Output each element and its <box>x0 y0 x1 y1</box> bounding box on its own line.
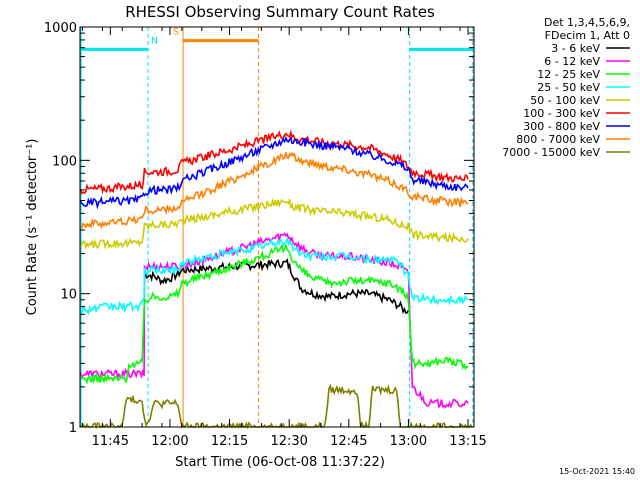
legend-label-7: 800 - 7000 keV <box>516 133 600 146</box>
series-line-7-segment-0 <box>80 151 469 230</box>
y-tick-label-2: 100 <box>52 154 77 169</box>
legend-label-4: 50 - 100 keV <box>530 94 600 107</box>
x-tick-label-0: 11:45 <box>92 434 129 449</box>
footer-date: 15-Oct-2021 15:40 <box>559 467 635 476</box>
x-tick-label-2: 12:15 <box>211 434 248 449</box>
axes: 11:45 12:00 12:15 12:30 12:45 13:00 13:15 1 10 10… <box>44 21 487 449</box>
flag-label-0: N <box>151 36 158 46</box>
legend-label-5: 100 - 300 keV <box>523 107 600 120</box>
legend-label-6: 300 - 800 keV <box>523 120 600 133</box>
y-tick-label-1: 10 <box>60 288 77 303</box>
series-line-0-segment-0 <box>143 258 410 315</box>
x-axis-label: Start Time (06-Oct-08 11:37:22) <box>175 455 385 470</box>
series-lines <box>79 129 473 430</box>
x-tick-label-5: 13:00 <box>390 434 427 449</box>
legend-label-0: 3 - 6 keV <box>551 42 600 55</box>
legend-header-line-1: Det 1,3,4,5,6,9, <box>544 16 630 29</box>
plot-frame <box>79 26 475 428</box>
legend-label-8: 7000 - 15000 keV <box>502 146 600 159</box>
y-tick-label-3: 1000 <box>44 21 77 36</box>
series-line-6-segment-0 <box>79 135 469 210</box>
series-line-4-segment-0 <box>79 197 469 250</box>
x-tick-label-6: 13:15 <box>449 434 486 449</box>
flag-label-2: S <box>173 28 179 38</box>
legend: Det 1,3,4,5,6,9, FDecim 1, Att 0 3 - 6 k… <box>502 16 630 159</box>
x-tick-label-4: 12:45 <box>330 434 367 449</box>
legend-label-1: 6 - 12 keV <box>544 55 600 68</box>
x-tick-label-1: 12:00 <box>151 434 188 449</box>
y-axis-label: Count Rate (s⁻¹ detector⁻¹) <box>25 139 40 316</box>
y-tick-label-0: 1 <box>69 421 77 436</box>
legend-label-3: 25 - 50 keV <box>537 81 600 94</box>
chart-title: RHESSI Observing Summary Count Rates <box>125 3 435 21</box>
series-line-3-segment-0 <box>80 236 469 316</box>
legend-label-2: 12 - 25 keV <box>537 68 600 81</box>
x-tick-label-3: 12:30 <box>270 434 307 449</box>
legend-header-line-2: FDecim 1, Att 0 <box>545 29 630 42</box>
